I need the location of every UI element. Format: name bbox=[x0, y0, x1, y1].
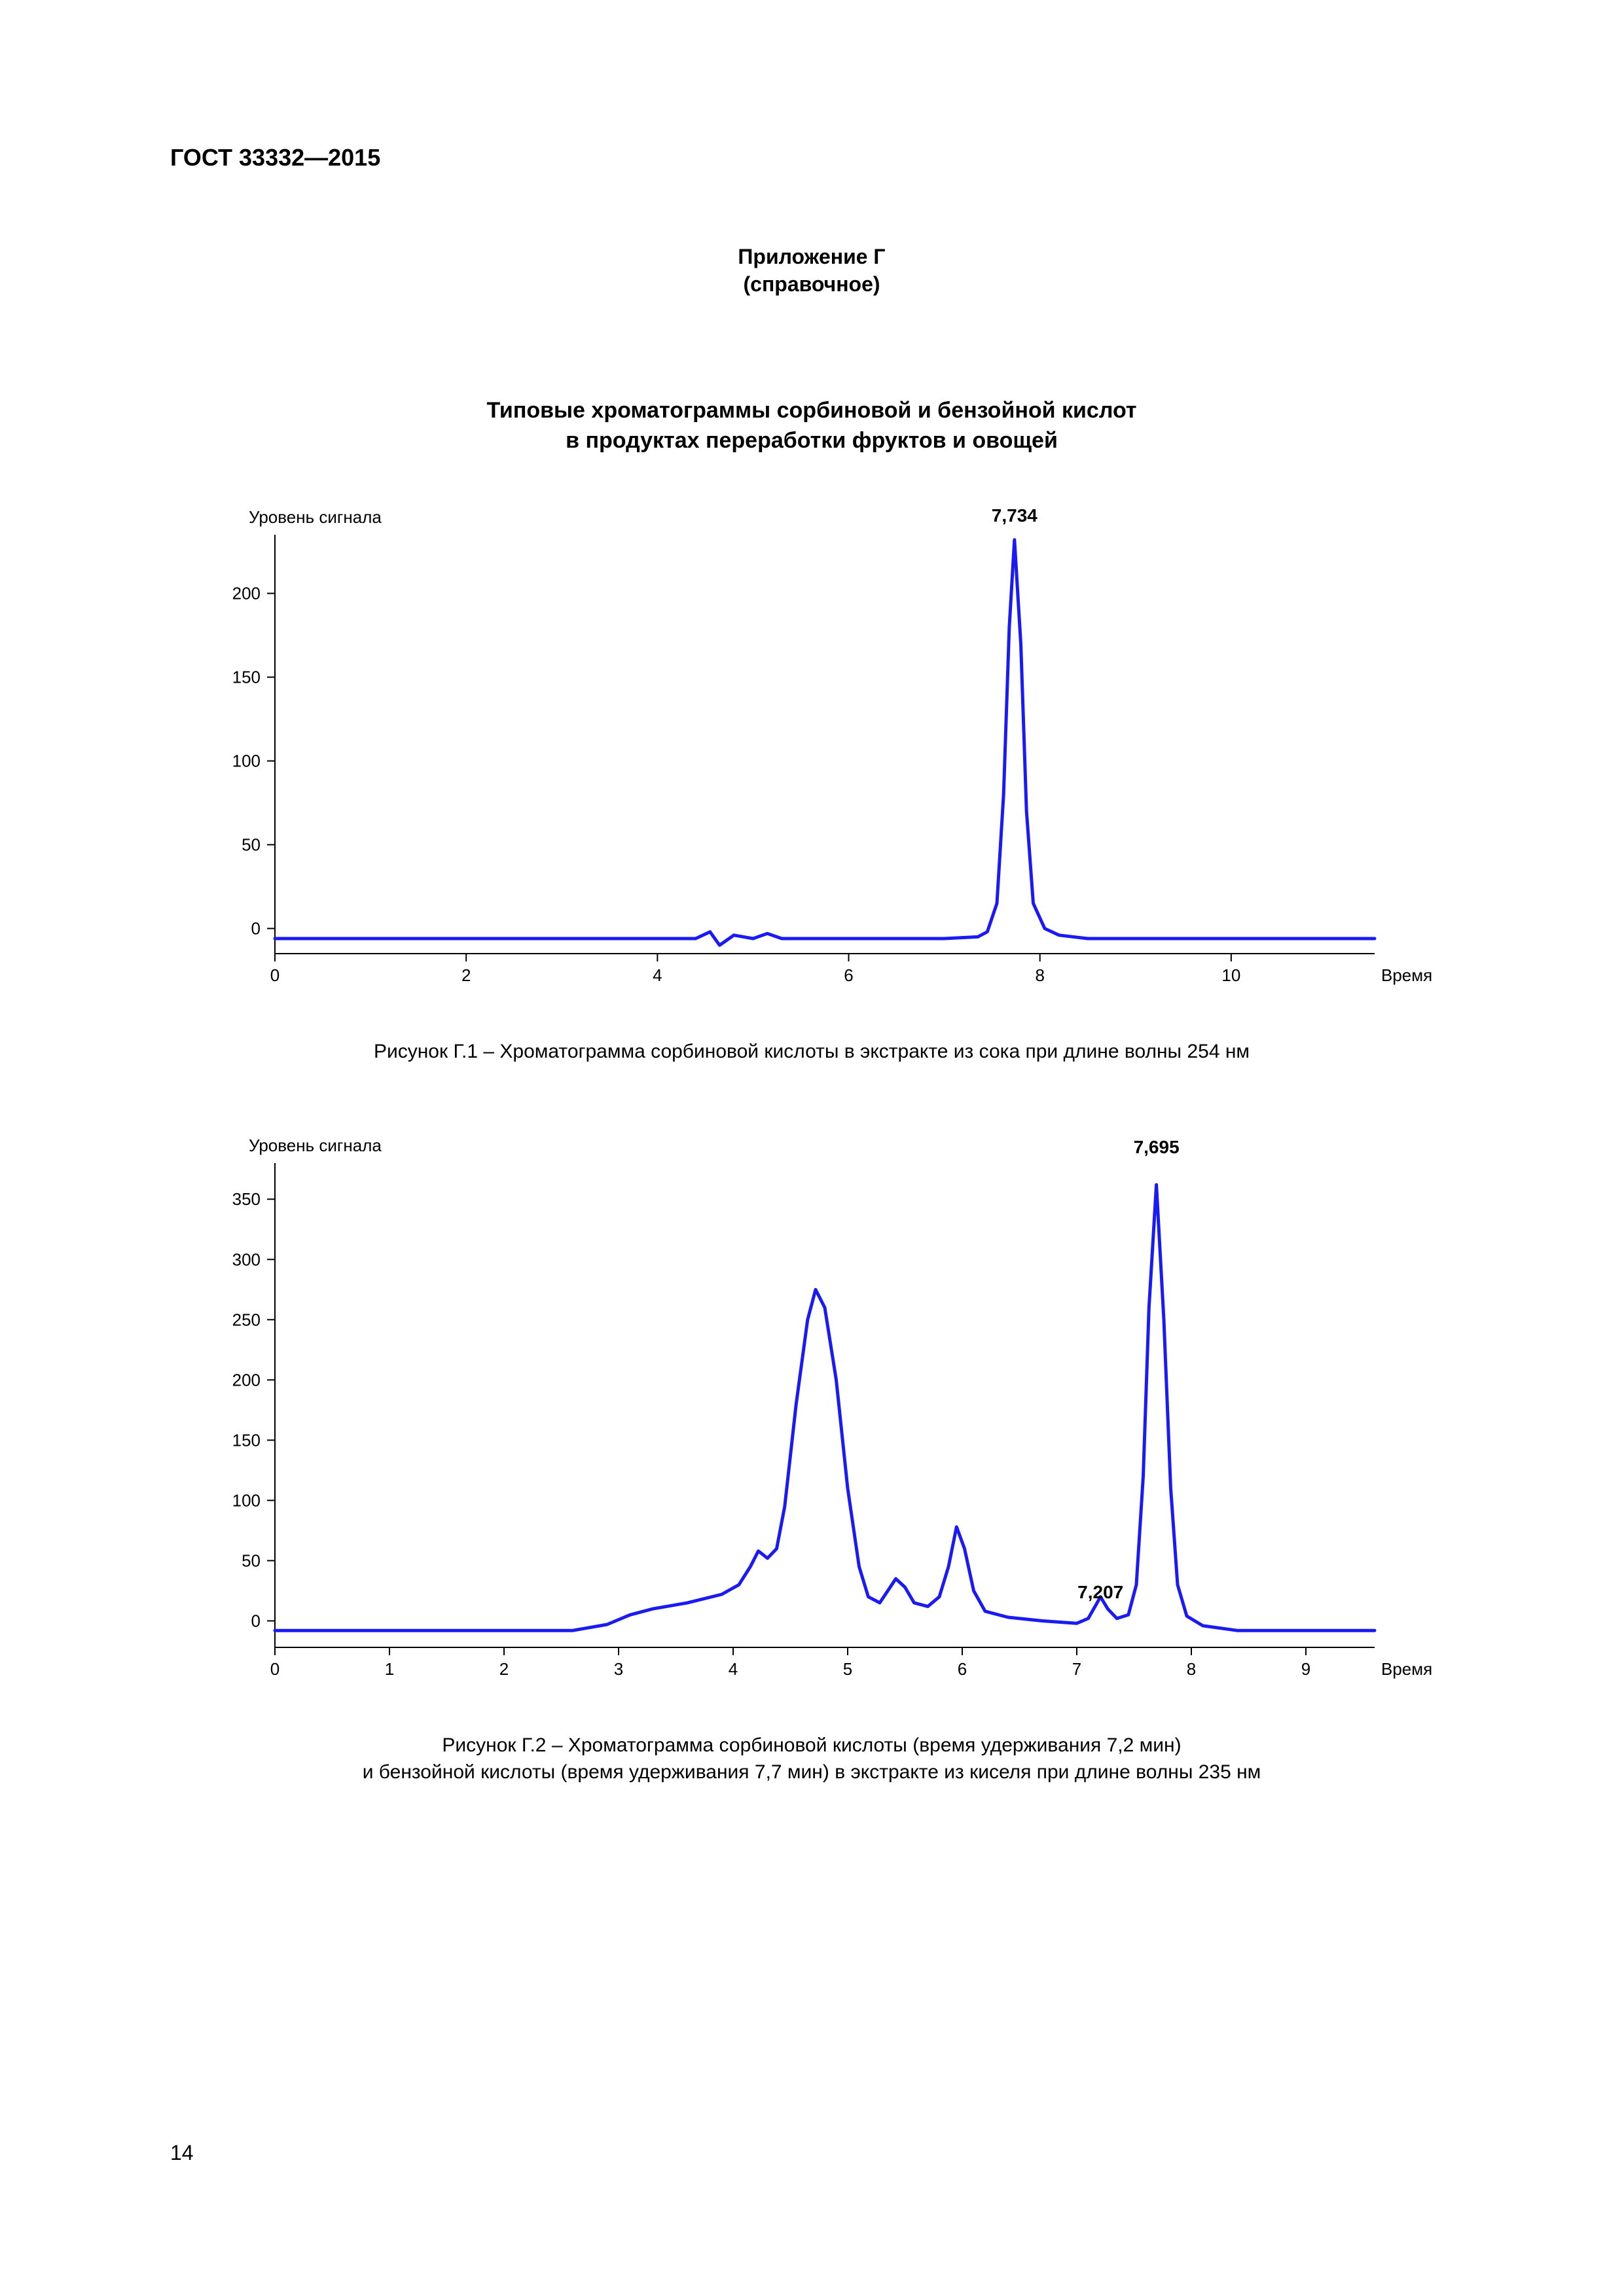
chart-2: Уровень сигнала 0 50 100 150 200 250 300 350 0 1 2 3… bbox=[170, 1124, 1453, 1713]
x-tick-label: 8 bbox=[1187, 1659, 1196, 1679]
caption-2-line2: и бензойной кислоты (время удерживания 7… bbox=[170, 1759, 1453, 1786]
y-tick-label: 150 bbox=[232, 668, 261, 687]
x-tick-label: 2 bbox=[461, 965, 471, 985]
y-tick-label: 0 bbox=[251, 919, 261, 939]
section-title-line2: в продуктах переработки фруктов и овощей bbox=[170, 426, 1453, 456]
chromatogram-trace bbox=[275, 1185, 1375, 1631]
section-title-line1: Типовые хроматограммы сорбиновой и бензо… bbox=[170, 396, 1453, 426]
y-axis-label: Уровень сигнала bbox=[249, 507, 382, 527]
y-tick-label: 50 bbox=[242, 1551, 261, 1571]
y-tick-label: 150 bbox=[232, 1431, 261, 1450]
y-tick-label: 200 bbox=[232, 584, 261, 603]
y-tick-label: 350 bbox=[232, 1190, 261, 1210]
x-axis-label: Время bbox=[1381, 1659, 1432, 1679]
appendix-heading: Приложение Г (справочное) bbox=[170, 243, 1453, 298]
caption-2: Рисунок Г.2 – Хроматограмма сорбиновой к… bbox=[170, 1732, 1453, 1785]
y-tick-label: 250 bbox=[232, 1310, 261, 1330]
x-tick-label: 2 bbox=[499, 1659, 509, 1679]
page-number: 14 bbox=[170, 2141, 194, 2165]
x-tick-label: 10 bbox=[1221, 965, 1240, 985]
x-tick-label: 4 bbox=[729, 1659, 738, 1679]
y-tick-label: 0 bbox=[251, 1611, 261, 1631]
y-tick-label: 100 bbox=[232, 1491, 261, 1511]
chart-1-container: Уровень сигнала 0 50 100 150 200 0 2 4 6 8 10 Время 7… bbox=[170, 495, 1453, 1019]
y-tick-label: 300 bbox=[232, 1250, 261, 1270]
y-tick-label: 200 bbox=[232, 1371, 261, 1390]
x-tick-label: 5 bbox=[843, 1659, 852, 1679]
caption-2-line1: Рисунок Г.2 – Хроматограмма сорбиновой к… bbox=[170, 1732, 1453, 1759]
x-tick-label: 8 bbox=[1035, 965, 1044, 985]
section-title: Типовые хроматограммы сорбиновой и бензо… bbox=[170, 396, 1453, 456]
x-tick-label: 7 bbox=[1072, 1659, 1081, 1679]
x-axis-label: Время bbox=[1381, 965, 1432, 985]
x-tick-label: 3 bbox=[614, 1659, 623, 1679]
x-tick-label: 0 bbox=[270, 1659, 280, 1679]
x-tick-label: 9 bbox=[1301, 1659, 1310, 1679]
y-axis-label: Уровень сигнала bbox=[249, 1136, 382, 1155]
chart-1: Уровень сигнала 0 50 100 150 200 0 2 4 6 8 10 Время 7… bbox=[170, 495, 1453, 1019]
x-tick-label: 0 bbox=[270, 965, 280, 985]
chart-2-container: Уровень сигнала 0 50 100 150 200 250 300 350 0 1 2 3… bbox=[170, 1124, 1453, 1713]
document-id: ГОСТ 33332—2015 bbox=[170, 144, 1453, 171]
peak-label: 7,734 bbox=[992, 505, 1038, 526]
appendix-line1: Приложение Г bbox=[170, 243, 1453, 271]
y-tick-label: 100 bbox=[232, 751, 261, 771]
x-tick-label: 6 bbox=[958, 1659, 967, 1679]
peak-label: 7,207 bbox=[1077, 1582, 1123, 1602]
chromatogram-trace bbox=[275, 540, 1375, 945]
y-tick-label: 50 bbox=[242, 835, 261, 855]
peak-label: 7,695 bbox=[1134, 1137, 1180, 1157]
caption-1: Рисунок Г.1 – Хроматограмма сорбиновой к… bbox=[170, 1039, 1453, 1066]
appendix-line2: (справочное) bbox=[170, 271, 1453, 298]
x-tick-label: 1 bbox=[385, 1659, 394, 1679]
x-tick-label: 6 bbox=[844, 965, 853, 985]
page-body: ГОСТ 33332—2015 Приложение Г (справочное… bbox=[170, 144, 1453, 1844]
x-tick-label: 4 bbox=[653, 965, 662, 985]
